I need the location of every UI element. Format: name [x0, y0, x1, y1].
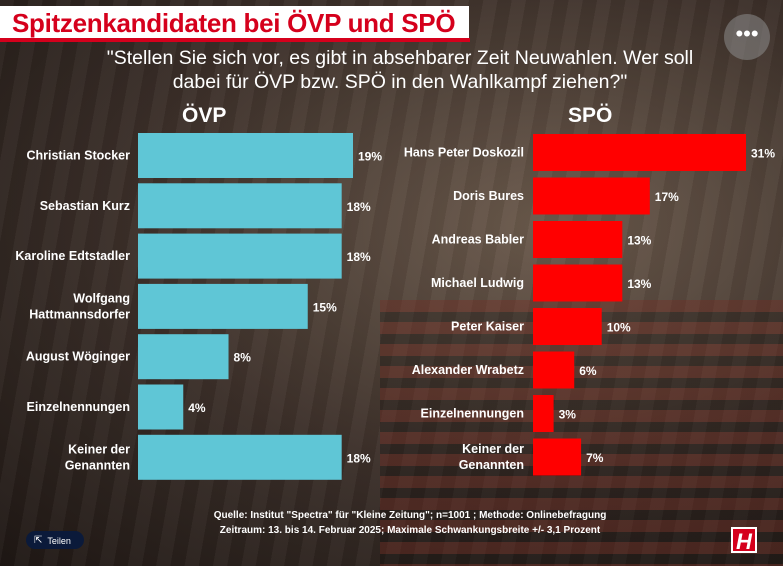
source-note: Quelle: Institut "Spectra" für "Kleine Z… — [150, 508, 670, 538]
spoe-heading: SPÖ — [568, 104, 613, 127]
page-title: Spitzenkandidaten bei ÖVP und SPÖ — [0, 6, 470, 40]
question-line-2: dabei für ÖVP bzw. SPÖ in den Wahlkampf … — [172, 71, 628, 93]
spoe-category-label-6: Einzelnennungen — [421, 407, 524, 421]
share-icon: ⇱ — [34, 534, 43, 546]
spoe-category-label-1: Doris Bures — [453, 189, 524, 203]
oevp-value-label-2: 18% — [347, 250, 371, 264]
oevp-bar-4 — [138, 334, 229, 380]
oevp-category-label-3-line-1: Hattmannsdorfer — [29, 307, 130, 321]
spoe-bar-2 — [533, 221, 623, 258]
spoe-value-label-1: 17% — [655, 190, 679, 204]
survey-question: "Stellen Sie sich vor, es gibt in absehb… — [60, 46, 740, 94]
spoe-value-label-4: 10% — [607, 321, 631, 335]
more-icon: ••• — [735, 21, 759, 46]
title-underline — [0, 38, 470, 42]
oevp-heading: ÖVP — [182, 104, 227, 127]
oevp-value-label-5: 4% — [188, 401, 206, 415]
spoe-bar-6 — [533, 395, 554, 432]
spoe-category-label-4: Peter Kaiser — [451, 320, 524, 334]
spoe-value-label-7: 7% — [586, 451, 604, 465]
spoe-value-label-2: 13% — [627, 234, 651, 248]
spoe-bar-5 — [533, 351, 575, 389]
oevp-bar-6 — [138, 434, 342, 480]
share-label: Teilen — [47, 535, 71, 546]
spoe-category-label-7-line-1: Genannten — [459, 458, 524, 472]
oevp-category-label-6-line-1: Genannten — [65, 458, 130, 472]
spoe-category-label-2: Andreas Babler — [432, 233, 525, 247]
oevp-bar-5 — [138, 384, 184, 430]
share-button[interactable]: ⇱ Teilen — [26, 531, 84, 549]
oevp-value-label-1: 18% — [347, 200, 371, 214]
spoe-bar-3 — [533, 264, 623, 302]
spoe-category-label-0: Hans Peter Doskozil — [404, 146, 524, 160]
spoe-bar-4 — [533, 308, 602, 345]
spoe-bar-7 — [533, 438, 582, 476]
spoe-value-label-0: 31% — [751, 147, 775, 161]
spoe-category-label-5: Alexander Wrabetz — [412, 363, 524, 377]
spoe-category-label-3: Michael Ludwig — [431, 276, 524, 290]
oevp-value-label-0: 19% — [358, 150, 382, 164]
spoe-bar-1 — [533, 177, 650, 215]
spoe-value-label-3: 13% — [627, 277, 651, 291]
oevp-bar-2 — [138, 233, 342, 279]
source-line-2: Zeitraum: 13. bis 14. Februar 2025; Maxi… — [219, 525, 601, 536]
oevp-category-label-5: Einzelnennungen — [27, 400, 130, 414]
question-line-1: "Stellen Sie sich vor, es gibt in absehb… — [106, 47, 694, 69]
oevp-bar-0 — [138, 133, 353, 178]
oevp-category-label-0: Christian Stocker — [26, 149, 130, 163]
spoe-bar-0 — [533, 134, 746, 171]
spoe-value-label-6: 3% — [559, 408, 577, 422]
more-button[interactable]: ••• — [724, 14, 770, 60]
oevp-category-label-1: Sebastian Kurz — [40, 199, 130, 213]
oevp-value-label-6: 18% — [347, 451, 371, 465]
oevp-category-label-4: August Wöginger — [26, 350, 130, 364]
oevp-category-label-2: Karoline Edtstadler — [15, 249, 130, 263]
oevp-bar-1 — [138, 183, 342, 229]
spoe-category-label-7-line-0: Keiner der — [462, 442, 524, 456]
source-line-1: Quelle: Institut "Spectra" für "Kleine Z… — [213, 510, 607, 521]
spoe-value-label-5: 6% — [579, 364, 597, 378]
oevp-bar-3 — [138, 283, 308, 329]
oevp-value-label-4: 8% — [234, 351, 252, 365]
oevp-category-label-6-line-0: Keiner der — [68, 442, 130, 456]
oevp-value-label-3: 15% — [313, 300, 337, 314]
oevp-category-label-3-line-0: Wolfgang — [73, 291, 130, 305]
brand-logo: H — [731, 527, 757, 554]
